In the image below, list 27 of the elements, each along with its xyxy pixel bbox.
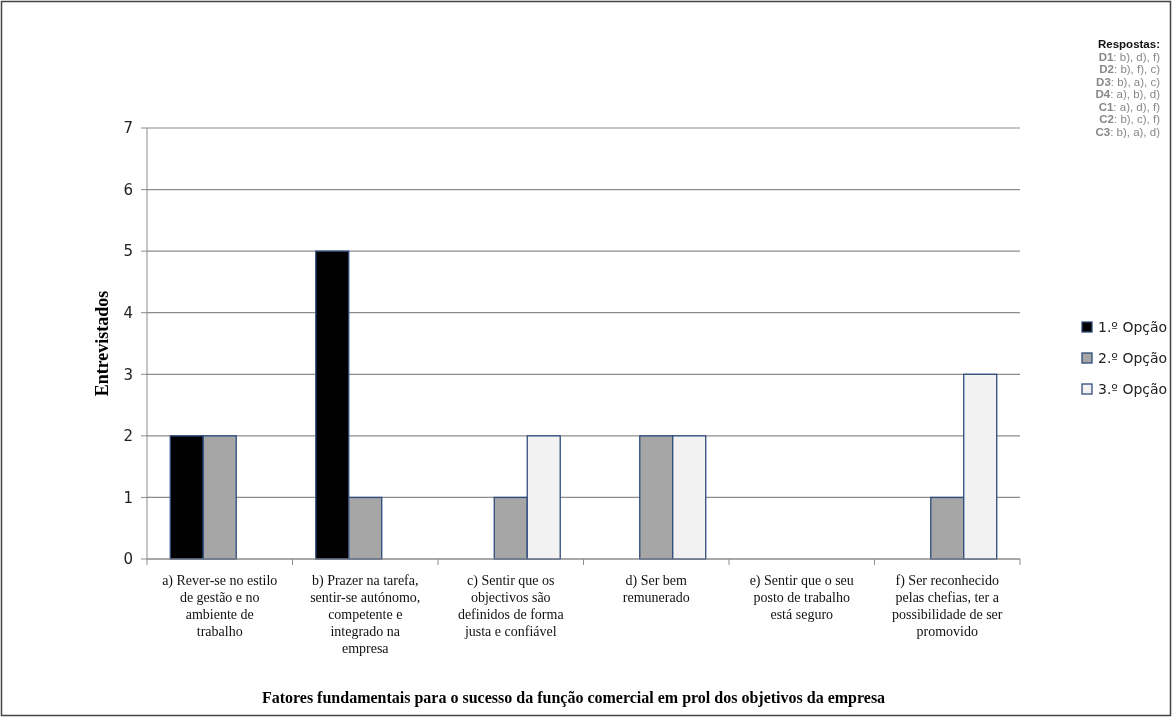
y-tick-label: 6: [123, 180, 133, 199]
y-tick-label: 0: [123, 550, 133, 569]
y-axis-title: Entrevistados: [92, 290, 112, 397]
text: D3: b), a), c): [1096, 75, 1161, 88]
y-tick-label: 3: [123, 365, 133, 384]
x-tick-label: b) Prazer na tarefa, sentir-se autónomo, competente e integrado na empresa: [310, 573, 421, 656]
x-tick-label: e) Sentir que o seu posto de trabalho está seguro: [749, 573, 854, 622]
x-tick-label: f) Ser reconhecido pelas chefias, ter a possibilidade de ser promovido: [892, 573, 1003, 639]
x-tick-label: a) Rever-se no estilo de gestão e no ambiente de trabalho: [162, 573, 278, 639]
y-tick-label: 5: [123, 242, 133, 261]
y-tick-label: 4: [123, 303, 133, 322]
text: C3: b), a), d): [1095, 125, 1161, 138]
text: C2: b), c), f): [1099, 113, 1161, 125]
text: D1: b), d), f): [1098, 50, 1161, 63]
x-tick-label: c) Sentir que os objectivos são definidos de forma justa e confiável: [457, 573, 565, 639]
text: D4: a), b), d): [1095, 88, 1161, 100]
y-tick-label: 1: [123, 488, 133, 507]
text: C1: a), d), f): [1098, 100, 1161, 113]
text: Respostas:: [1098, 38, 1160, 50]
text: D2: b), f), c): [1099, 63, 1161, 75]
y-tick-label: 7: [123, 119, 133, 138]
legend-label: 2.º Opção: [1098, 350, 1168, 366]
legend-label: 3.º Opção: [1098, 381, 1168, 397]
y-tick-label: 2: [123, 427, 133, 446]
x-tick-label: d) Ser bem remunerado: [622, 573, 690, 605]
x-axis-title: Fatores fundamentais para o sucesso da função comercial em prol dos objetivos da empresa: [261, 689, 886, 707]
legend-label: 1.º Opção: [1098, 319, 1168, 335]
